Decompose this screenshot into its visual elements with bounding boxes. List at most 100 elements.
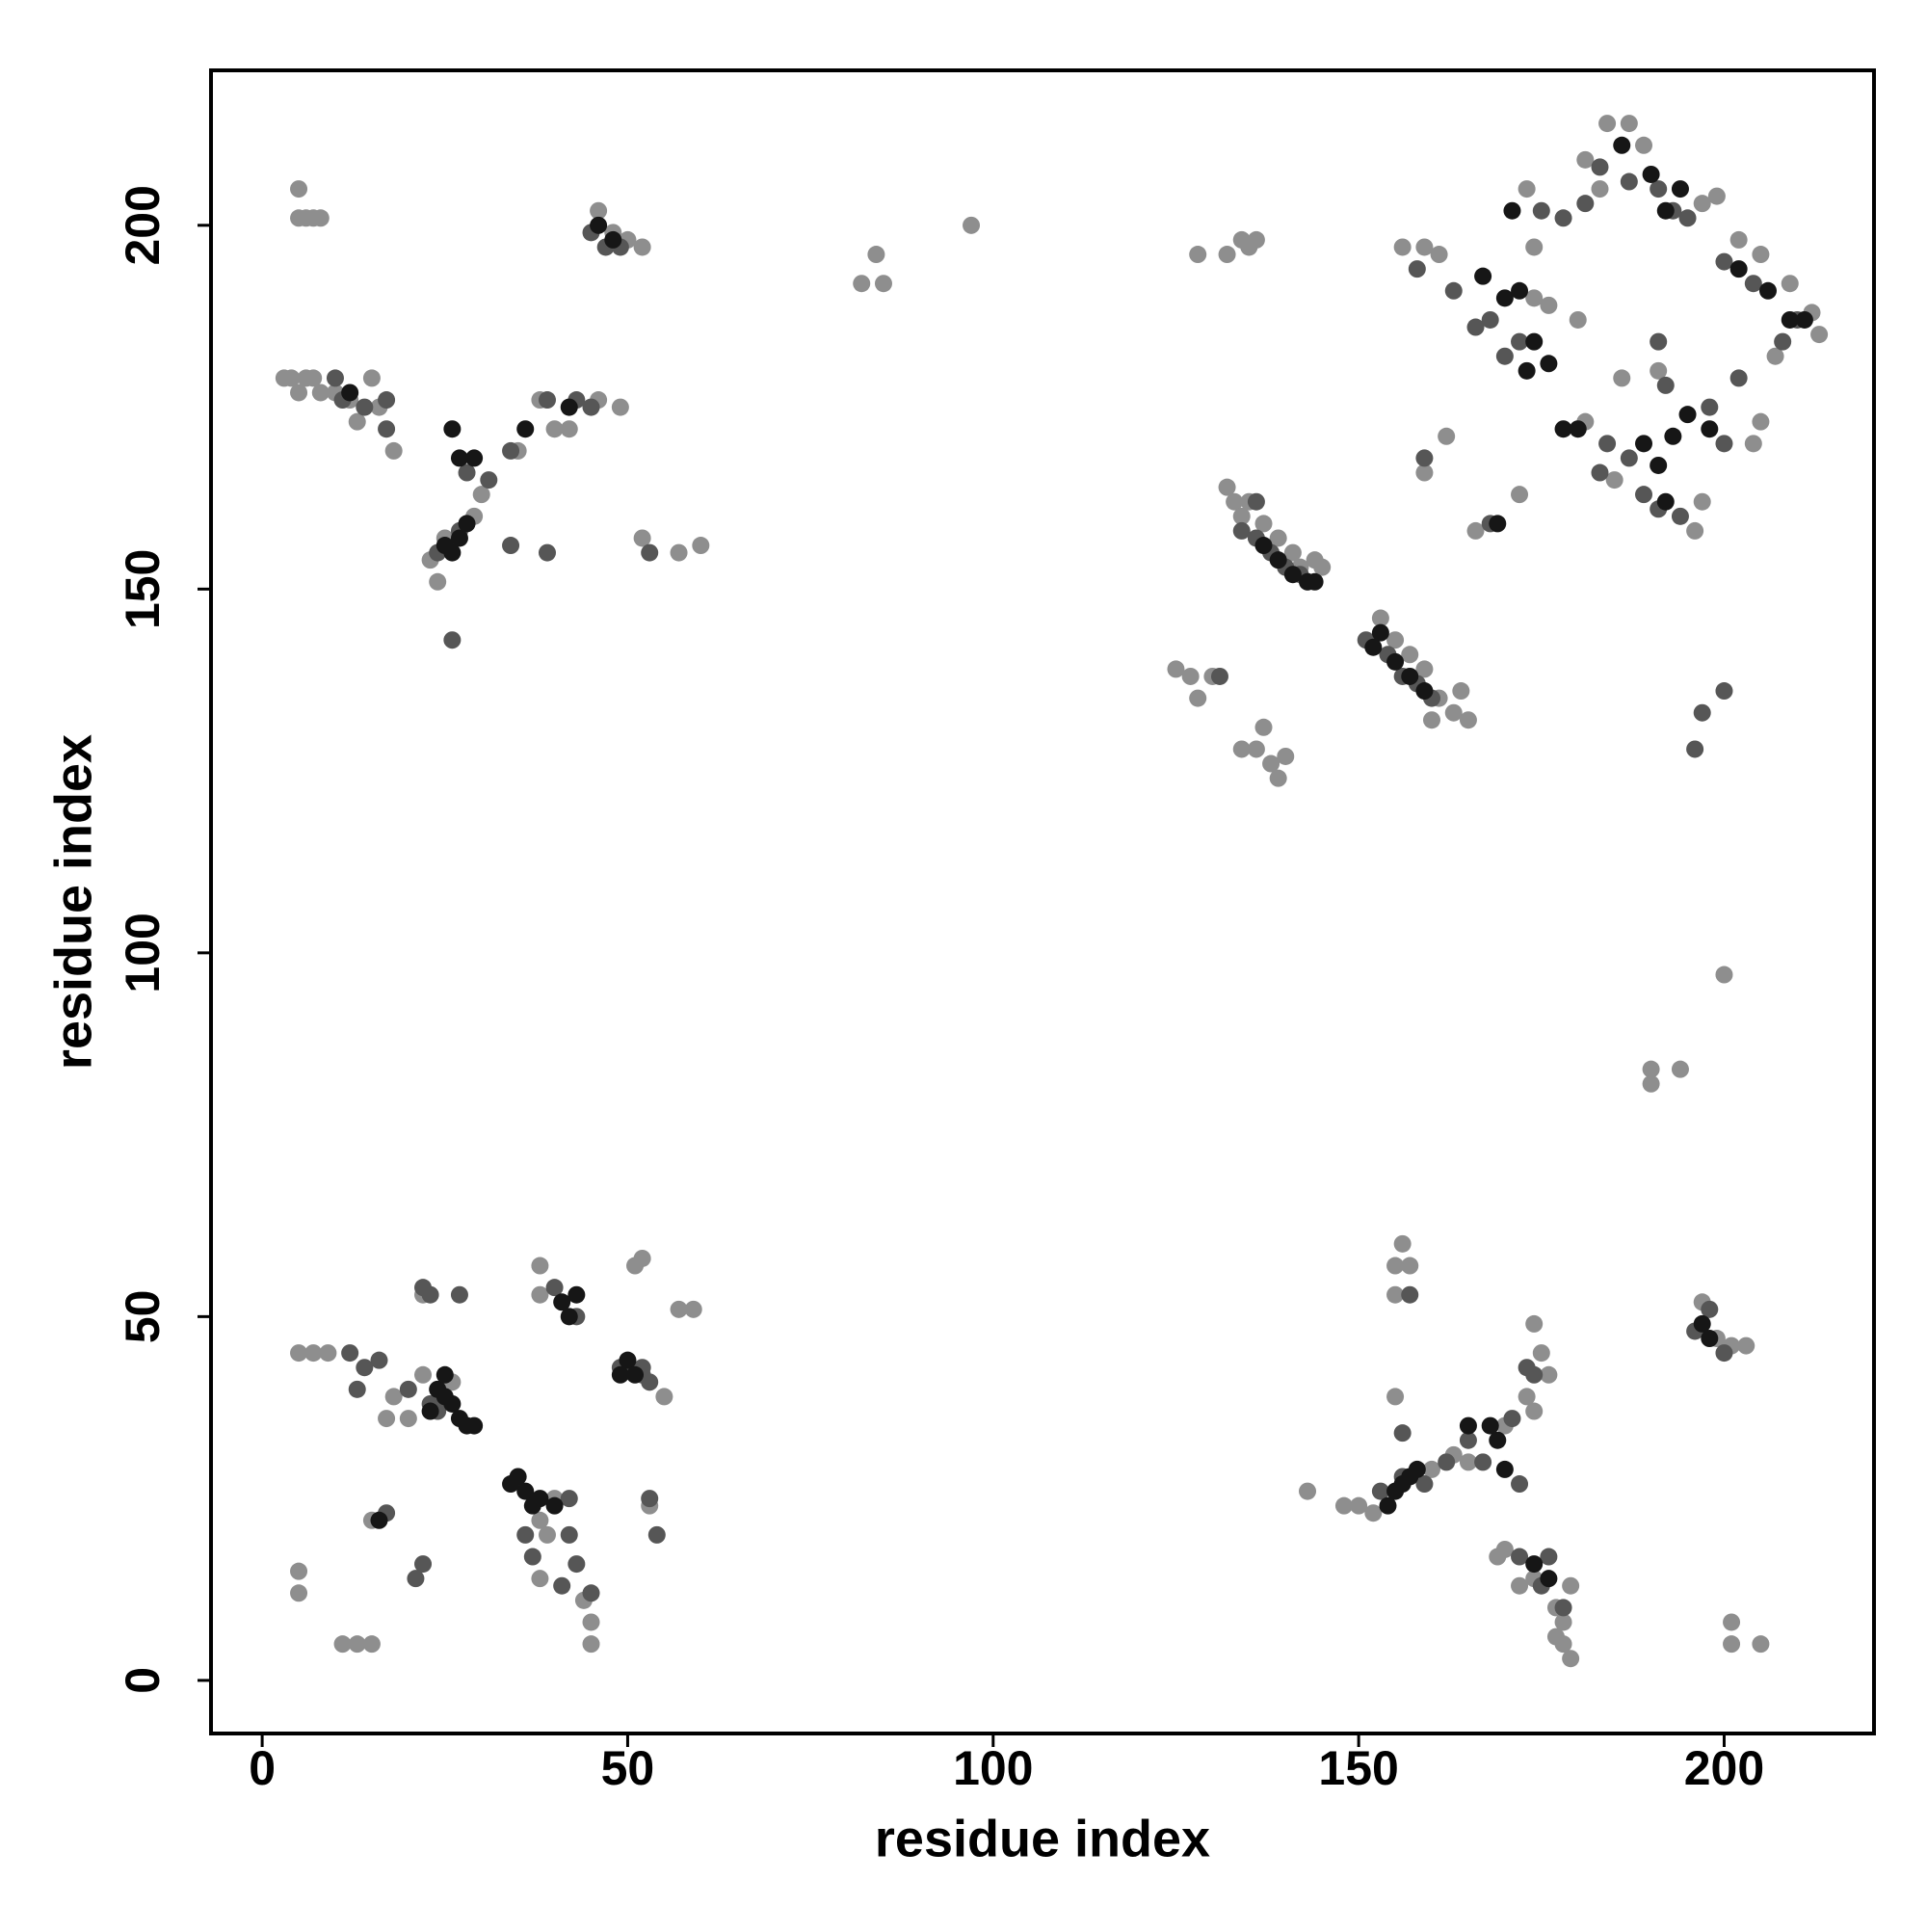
contact-point [1283,543,1302,562]
contact-point [450,449,468,467]
contact-point [1656,201,1675,220]
contact-point [1613,136,1631,154]
contact-point [1752,246,1770,264]
contact-point [1262,754,1280,773]
contact-point [1408,260,1426,278]
contact-point [1642,1074,1660,1093]
contact-point [1671,507,1689,525]
contact-point [670,543,688,562]
contact-point [1686,740,1704,758]
contact-point [531,1285,549,1304]
contact-point [1371,1482,1389,1500]
contact-point [1422,711,1440,729]
contact-point [414,1555,433,1574]
contact-point [1299,1482,1317,1500]
contact-point [1247,492,1265,511]
contact-point [1758,281,1777,300]
contact-point [1591,158,1609,176]
contact-point [311,209,330,227]
contact-point [282,369,301,387]
contact-point [1723,1635,1741,1654]
contact-point [1715,966,1733,984]
contact-point [1495,347,1514,365]
contact-point [523,1548,541,1566]
y-tick-label: 50 [116,1290,170,1344]
contact-point [1438,427,1456,445]
contact-point [1693,195,1711,213]
contact-point [1642,165,1660,183]
contact-point [1620,115,1638,133]
contact-point [1511,1548,1529,1566]
contact-point [560,1308,578,1326]
contact-point [568,1285,586,1304]
contact-point [538,391,556,410]
contact-point [290,1562,308,1580]
contact-point [1511,281,1529,300]
contact-point [582,1584,600,1602]
contact-point [326,369,344,387]
contact-point [560,1525,578,1544]
contact-point [362,369,381,387]
contact-point [1474,1453,1492,1471]
contact-point [1693,1314,1711,1333]
contact-point [531,1511,549,1529]
contact-point [1744,435,1762,453]
contact-point [1569,420,1587,438]
contact-point [421,1285,439,1304]
contact-point [853,275,871,293]
contact-point [560,420,578,438]
contact-point [378,391,396,410]
contact-point [1701,1300,1719,1318]
contact-point [545,1279,564,1297]
contact-point [1591,463,1609,482]
contact-point [582,1635,600,1654]
contact-point [1503,201,1521,220]
x-tick-label: 50 [601,1741,655,1795]
contact-point [480,471,498,490]
contact-point [1715,252,1733,271]
contact-point [1415,660,1434,678]
contact-point [1518,1359,1536,1377]
contact-point [370,1511,388,1529]
contact-point [1218,478,1236,496]
contact-point [1605,471,1623,490]
contact-point [450,1285,468,1304]
y-axis-label: residue index [44,734,102,1070]
contact-point [1511,1576,1529,1595]
contact-point [1495,289,1514,307]
contact-point [1474,267,1492,285]
contact-point [538,543,556,562]
contact-point [1503,1410,1521,1428]
contact-point [1415,1475,1434,1494]
contact-point [590,216,608,234]
contact-point [1306,572,1324,591]
contact-point [333,1635,352,1654]
contact-point [1210,667,1228,685]
contact-point [399,1380,417,1398]
contact-point [568,1555,586,1574]
contact-point [1554,209,1572,227]
contact-point [1810,326,1829,344]
contact-point [304,1344,323,1363]
x-tick-label: 200 [1684,1741,1764,1795]
contact-point [560,1490,578,1508]
contact-point [1613,369,1631,387]
contact-point [1415,682,1434,701]
contact-point [1518,1388,1536,1406]
contact-point [670,1300,688,1318]
contact-point [1554,1613,1572,1631]
contact-point [436,1365,454,1384]
contact-point [1379,1496,1397,1515]
contact-point [1393,1424,1412,1442]
contact-point [348,1635,366,1654]
contact-point [1678,406,1697,424]
contact-point [516,1482,535,1500]
contact-point [1459,1416,1477,1435]
contact-point [1269,529,1287,547]
contact-point [311,384,330,402]
contact-point [582,398,600,416]
contact-point [1656,492,1675,511]
contact-point [378,420,396,438]
contact-point [1401,1257,1419,1275]
contact-point [1723,1613,1741,1631]
